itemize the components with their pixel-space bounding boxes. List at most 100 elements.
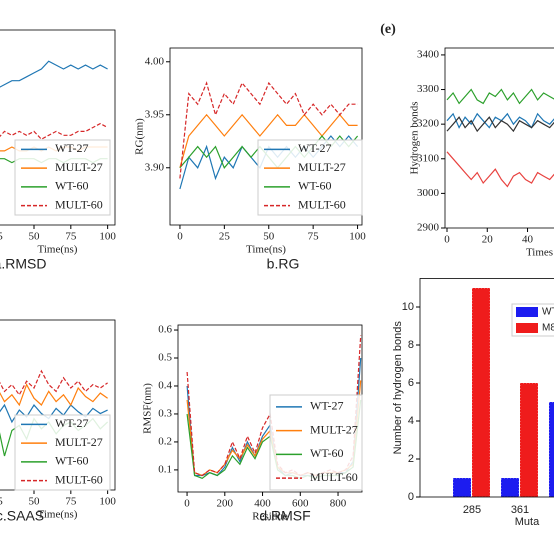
panel: 0255075100Time(ns)c.SAASWT-27MULT-27WT-6…	[0, 319, 116, 524]
x-axis-label: Residue	[252, 511, 288, 523]
x-tick-label: 40	[522, 234, 534, 246]
legend-label: MULT-27	[55, 160, 103, 174]
panel-caption: a.RMSD	[0, 256, 46, 272]
x-axis-label: Time(ns)	[38, 244, 78, 256]
legend-label: WT	[542, 307, 554, 318]
legend-label: MULT-60	[55, 472, 103, 486]
y-tick-label: 3.90	[145, 161, 165, 173]
legend-label: WT-27	[310, 399, 344, 413]
x-tick-label: 100	[349, 231, 366, 243]
series-line	[0, 122, 108, 140]
y-tick-label: 0	[408, 491, 414, 503]
legend-label: M8	[542, 323, 554, 334]
y-tick-label: 3400	[417, 48, 440, 60]
bar	[500, 477, 520, 497]
x-tick-label: 20	[482, 234, 494, 246]
x-axis-label: Time(ns)	[38, 509, 78, 521]
series-line	[0, 60, 108, 88]
axes-frame	[0, 29, 116, 226]
series-line	[0, 383, 108, 407]
y-tick-label: 3000	[417, 187, 440, 199]
x-tick-label: 285	[463, 504, 481, 516]
x-tick-label: 361	[511, 504, 529, 516]
legend-label: WT-60	[298, 179, 332, 193]
x-tick-label: 100	[99, 496, 116, 508]
x-tick-label: 25	[219, 231, 231, 243]
legend-label: MULT-60	[298, 197, 346, 211]
legend-label: WT-60	[55, 179, 89, 193]
legend-label: WT-60	[310, 446, 344, 460]
y-tick-label: 0.3	[158, 407, 172, 419]
x-tick-label: 50	[29, 231, 41, 243]
legend-label: WT-27	[55, 416, 89, 430]
x-tick-label: 50	[263, 231, 275, 243]
x-tick-label: 75	[308, 231, 320, 243]
bar	[471, 287, 491, 497]
panel-caption: c.SAAS	[0, 508, 44, 524]
x-tick-label: 25	[0, 496, 3, 508]
y-tick-label: 10	[402, 301, 414, 313]
legend-box	[269, 394, 363, 491]
y-axis-label: RG(nm)	[134, 118, 146, 155]
series-line	[179, 81, 358, 179]
series-line	[179, 113, 358, 168]
x-axis-label: Muta	[515, 516, 540, 528]
plot-area	[446, 88, 554, 188]
legend-label: WT-27	[298, 141, 332, 155]
y-tick-label: 4	[408, 415, 414, 427]
y-tick-label: 2	[408, 453, 414, 465]
legend-box	[14, 414, 111, 491]
y-tick-label: 3300	[417, 83, 440, 95]
series-line	[446, 151, 554, 188]
panel-caption: d.RMSF	[259, 508, 310, 524]
legend-label: MULT-27	[298, 160, 346, 174]
x-axis-label: Time(ns)	[246, 244, 286, 256]
legend-label: MULT-60	[55, 197, 103, 211]
legend-label: WT-60	[55, 454, 89, 468]
y-tick-label: 0.2	[158, 435, 172, 447]
y-tick-label: 6	[408, 377, 414, 389]
y-tick-label: 0.4	[158, 380, 172, 392]
axes-frame	[419, 278, 554, 498]
legend-swatch	[516, 323, 538, 333]
axes-frame	[169, 47, 363, 226]
bar	[452, 477, 472, 497]
x-tick-label: 25	[0, 231, 3, 243]
panel-label: (e)	[380, 22, 396, 37]
y-axis-label: RMSF(nm)	[142, 383, 154, 434]
x-tick-label: 0	[177, 231, 183, 243]
y-tick-label: 0.6	[158, 324, 172, 336]
y-tick-label: 3200	[417, 118, 440, 130]
x-tick-label: 0	[444, 234, 450, 246]
x-tick-label: 600	[292, 498, 309, 510]
x-tick-label: 800	[330, 498, 347, 510]
x-axis-label: Times	[526, 247, 553, 259]
series-line	[446, 116, 554, 133]
y-tick-label: 3.95	[145, 108, 165, 120]
panel: 0.6 0.5 0.4 0.3 0.2 0.1 0 200 400 600 800 Residue RM…	[142, 324, 363, 524]
legend-label: MULT-60	[310, 470, 358, 484]
series-line	[446, 112, 554, 129]
x-tick-label: 200	[217, 498, 234, 510]
axes-frame	[444, 47, 554, 229]
legend-box	[14, 139, 111, 216]
x-tick-label: 75	[65, 496, 77, 508]
y-axis-label: Hydrogen bonds	[409, 101, 421, 174]
x-tick-label: 400	[254, 498, 271, 510]
plot-area	[452, 287, 554, 497]
x-tick-label: 75	[65, 231, 77, 243]
legend-label: MULT-27	[310, 422, 358, 436]
y-axis-label: Number of hydrogen bonds	[392, 321, 404, 455]
legend-label: WT-27	[55, 141, 89, 155]
legend-box	[257, 139, 363, 216]
y-tick-label: 8	[408, 339, 414, 351]
x-tick-label: 0	[184, 498, 190, 510]
bar	[519, 382, 539, 497]
y-tick-label: 3100	[417, 152, 440, 164]
panel-caption: b.RG	[267, 256, 300, 272]
legend-label: MULT-27	[55, 435, 103, 449]
x-tick-label: 50	[29, 496, 41, 508]
